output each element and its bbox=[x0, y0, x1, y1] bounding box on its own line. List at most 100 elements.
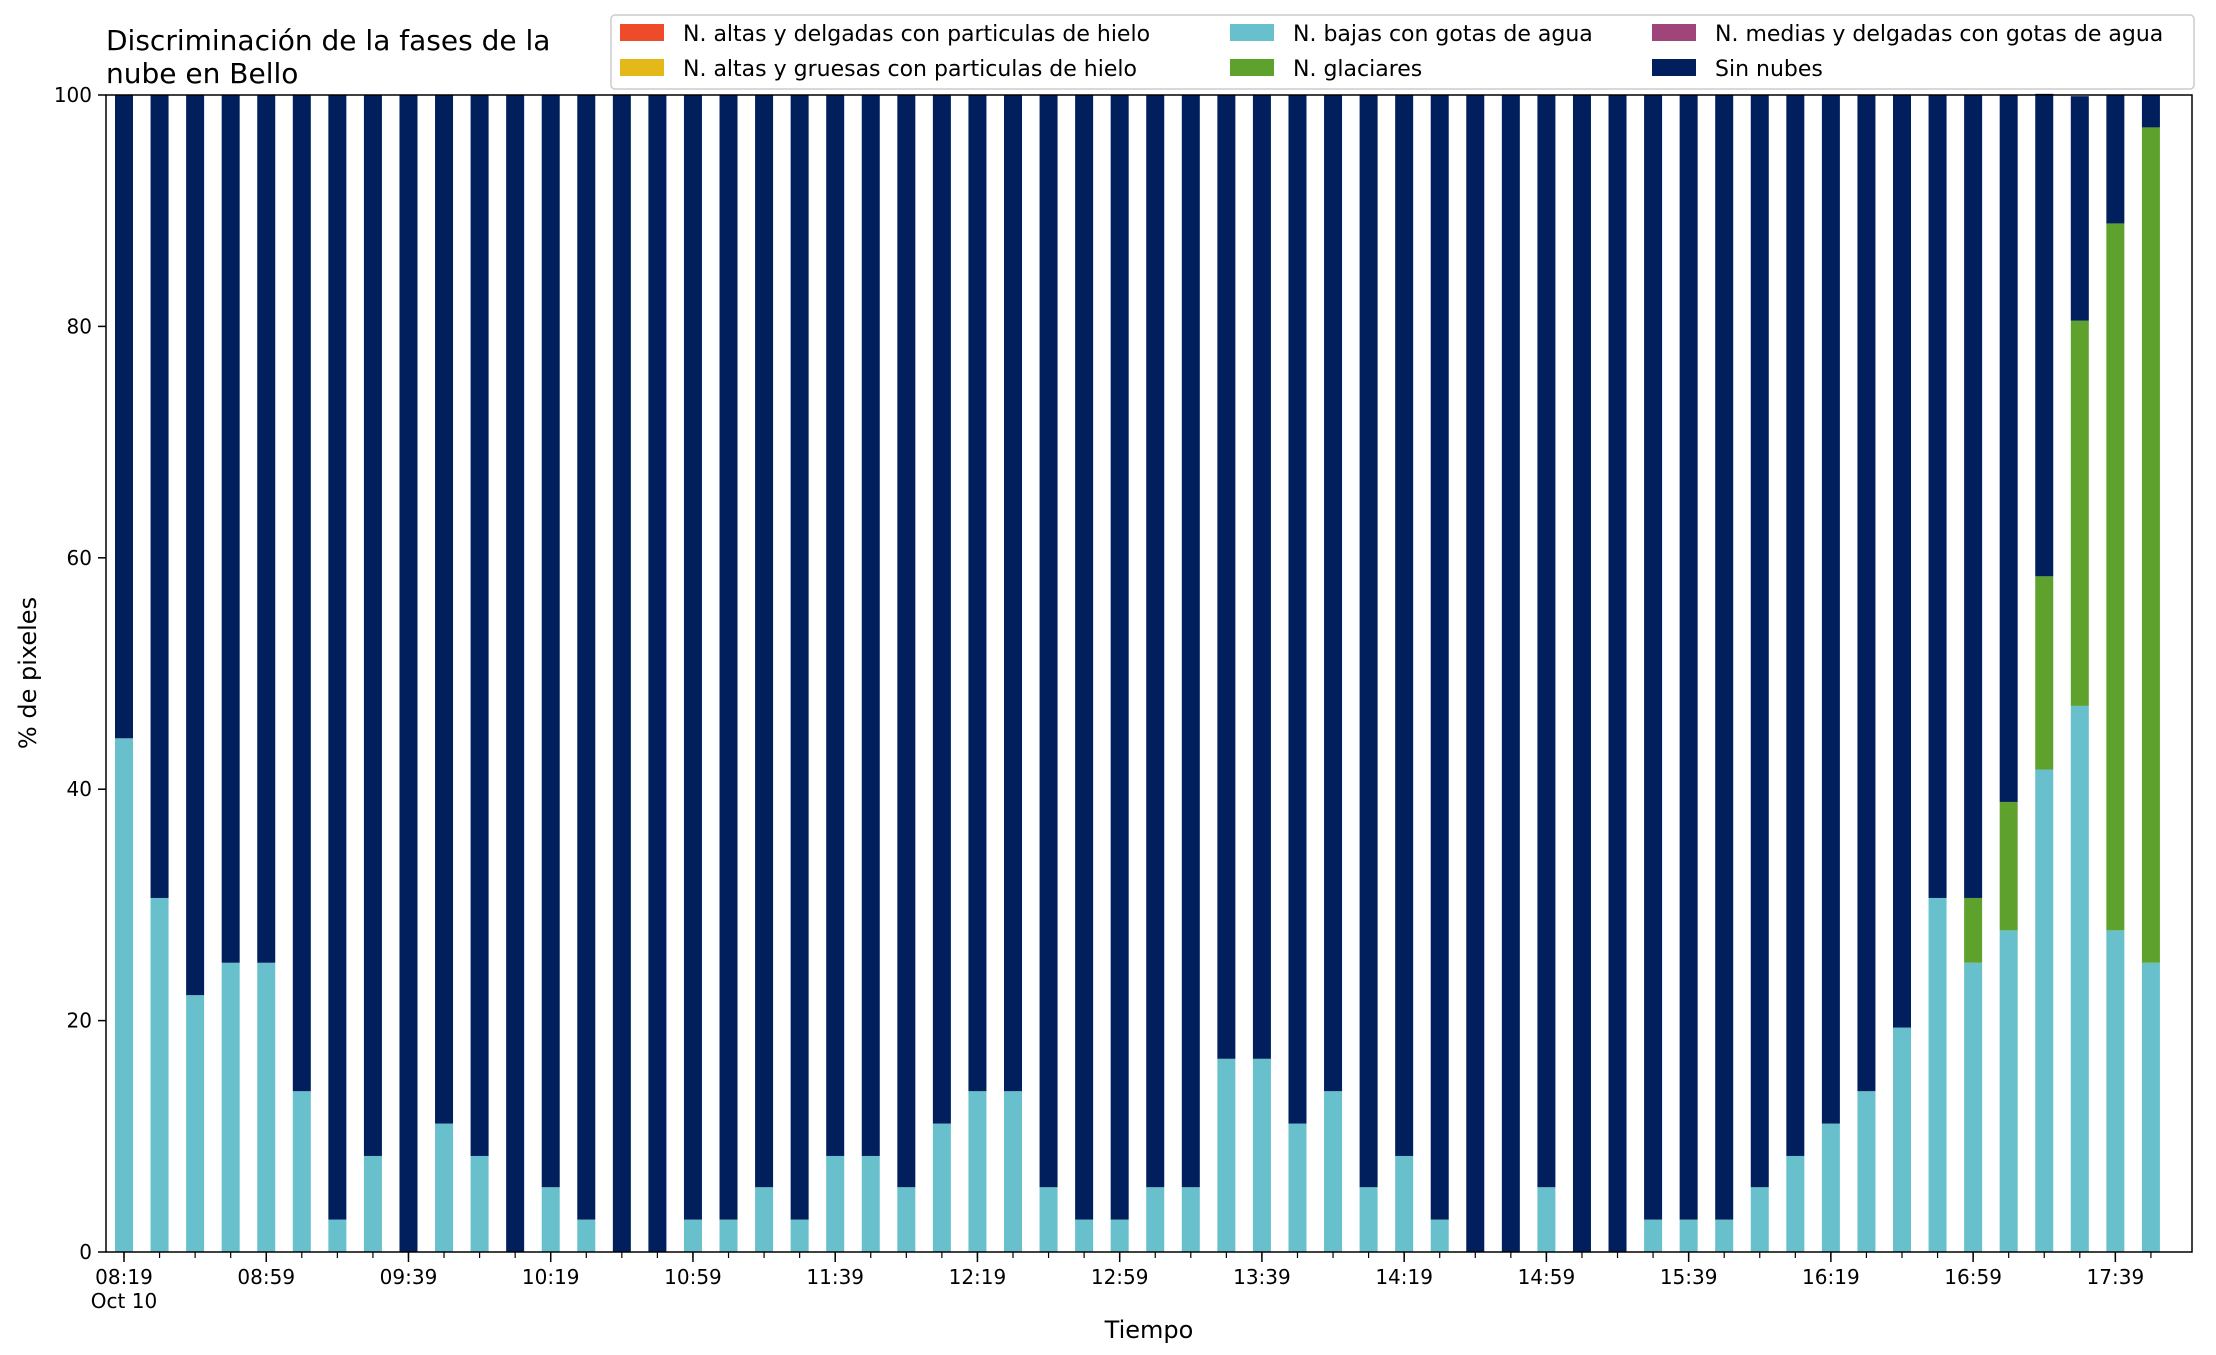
x-tick-label-7: 12:59 bbox=[1091, 1265, 1149, 1289]
bar-segment-s2-i5 bbox=[292, 1091, 311, 1252]
bar-segment-s5-i15 bbox=[648, 95, 667, 1252]
bar-segment-s5-i0 bbox=[115, 95, 133, 739]
bar-segment-s2-i54 bbox=[2035, 769, 2054, 1252]
legend: N. altas y delgadas con particulas de hi… bbox=[610, 14, 2195, 90]
bar-segment-s2-i2 bbox=[186, 995, 205, 1252]
bar-segment-s5-i43 bbox=[1644, 95, 1663, 1220]
bar-segment-s2-i10 bbox=[470, 1155, 489, 1252]
bar-segment-s2-i44 bbox=[1679, 1219, 1698, 1252]
bar-segment-s5-i32 bbox=[1252, 95, 1271, 1059]
bar-segment-s5-i28 bbox=[1110, 95, 1129, 1220]
legend-swatch-4 bbox=[1652, 24, 1696, 41]
x-tick-label-6: 12:19 bbox=[949, 1265, 1007, 1289]
bar-segment-s5-i16 bbox=[683, 95, 702, 1220]
bar-segment-s5-i42 bbox=[1608, 95, 1627, 1252]
bar-segment-s2-i30 bbox=[1181, 1187, 1200, 1252]
x-tick-label-4: 10:59 bbox=[664, 1265, 722, 1289]
bar-segment-s5-i23 bbox=[932, 95, 951, 1124]
x-tick-label-14: 17:39 bbox=[2087, 1265, 2145, 1289]
bar-segment-s2-i50 bbox=[1893, 1027, 1911, 1252]
bar-segment-s5-i39 bbox=[1501, 95, 1520, 1252]
bar-segment-s5-i22 bbox=[897, 95, 916, 1188]
bar-segment-s2-i34 bbox=[1324, 1091, 1343, 1252]
legend-box bbox=[610, 14, 2195, 90]
bar-segment-s5-i54 bbox=[2035, 93, 2054, 577]
bar-segment-s5-i37 bbox=[1430, 95, 1449, 1220]
bar-segment-s5-i44 bbox=[1679, 95, 1698, 1220]
bar-segment-s2-i29 bbox=[1146, 1187, 1165, 1252]
bar-segment-s5-i9 bbox=[435, 95, 454, 1124]
x-tick-label-9: 14:19 bbox=[1375, 1265, 1433, 1289]
bar-segment-s2-i23 bbox=[932, 1123, 951, 1252]
bar-segment-s2-i25 bbox=[1004, 1091, 1022, 1252]
bar-segment-s5-i53 bbox=[1999, 95, 2018, 802]
y-axis-ticks: 0 20 40 60 80 100 bbox=[54, 83, 106, 1264]
bar-segment-s2-i0 bbox=[115, 738, 133, 1252]
bar-segment-s5-i19 bbox=[790, 95, 809, 1220]
bar-segment-s5-i55 bbox=[2070, 96, 2089, 321]
x-axis-label: Tiempo bbox=[1104, 1316, 1194, 1344]
bar-segment-s2-i7 bbox=[363, 1155, 382, 1252]
y-tick-label-4: 80 bbox=[67, 314, 92, 338]
legend-label-1: N. altas y gruesas con particulas de hie… bbox=[683, 57, 1137, 82]
bar-segment-s5-i8 bbox=[399, 95, 418, 1252]
bar-segment-s2-i57 bbox=[2141, 962, 2160, 1252]
bar-segment-s5-i27 bbox=[1075, 95, 1094, 1220]
x-tick-label-11: 15:39 bbox=[1660, 1265, 1718, 1289]
bar-segment-s2-i36 bbox=[1395, 1155, 1414, 1252]
bar-segment-s2-i3 bbox=[221, 962, 240, 1252]
bar-segment-s5-i38 bbox=[1466, 95, 1485, 1252]
bar-segment-s5-i25 bbox=[1004, 95, 1022, 1092]
bar-segment-s5-i5 bbox=[292, 95, 311, 1092]
bar-segment-s3-i55 bbox=[2070, 320, 2089, 706]
bar-segment-s2-i4 bbox=[257, 962, 276, 1252]
chart-title-line-2: nube en Bello bbox=[106, 57, 298, 90]
bar-segment-s2-i45 bbox=[1715, 1219, 1734, 1252]
bar-segment-s5-i24 bbox=[968, 95, 987, 1092]
bar-segment-s5-i34 bbox=[1324, 95, 1343, 1092]
bar-segment-s2-i40 bbox=[1537, 1187, 1556, 1252]
y-axis-label: % de pixeles bbox=[14, 597, 42, 749]
chart-title-line-1: Discriminación de la fases de la bbox=[106, 24, 550, 57]
legend-label-0: N. altas y delgadas con particulas de hi… bbox=[683, 22, 1150, 47]
bar-segment-s5-i56 bbox=[2106, 95, 2125, 224]
y-tick-label-2: 40 bbox=[67, 777, 92, 801]
legend-swatch-1 bbox=[620, 59, 664, 76]
legend-label-3: N. glaciares bbox=[1293, 57, 1422, 82]
bar-segment-s5-i21 bbox=[861, 95, 880, 1156]
bar-segment-s2-i27 bbox=[1075, 1219, 1094, 1252]
bar-segment-s5-i12 bbox=[541, 95, 560, 1188]
bar-segment-s5-i46 bbox=[1750, 95, 1769, 1188]
bar-segment-s5-i40 bbox=[1537, 95, 1556, 1188]
bar-segment-s5-i51 bbox=[1928, 95, 1947, 898]
legend-swatch-2 bbox=[1230, 24, 1274, 41]
plot-frame bbox=[105, 94, 2193, 1253]
bar-segment-s2-i18 bbox=[755, 1187, 774, 1252]
bar-segment-s2-i21 bbox=[861, 1155, 880, 1252]
bar-segment-s3-i52 bbox=[1964, 897, 1983, 963]
bar-segment-s2-i22 bbox=[897, 1187, 916, 1252]
bar-segment-s2-i26 bbox=[1039, 1187, 1058, 1252]
legend-label-5: Sin nubes bbox=[1715, 57, 1823, 82]
bar-segment-s2-i56 bbox=[2106, 930, 2125, 1252]
legend-swatch-0 bbox=[620, 24, 664, 41]
bar-segment-s5-i7 bbox=[363, 95, 382, 1156]
bar-segment-s5-i52 bbox=[1964, 95, 1983, 898]
bar-segment-s5-i6 bbox=[328, 95, 347, 1220]
bar-segment-s2-i24 bbox=[968, 1091, 987, 1252]
bar-segment-s5-i48 bbox=[1821, 95, 1840, 1124]
x-tick-label-3: 10:19 bbox=[522, 1265, 580, 1289]
bar-segment-s2-i48 bbox=[1821, 1123, 1840, 1252]
bar-segment-s2-i47 bbox=[1786, 1155, 1805, 1252]
x-tick-label-10: 14:59 bbox=[1518, 1265, 1576, 1289]
y-tick-label-0: 0 bbox=[79, 1240, 92, 1264]
bar-segment-s5-i49 bbox=[1857, 95, 1876, 1092]
bar-segment-s5-i1 bbox=[150, 95, 169, 898]
bar-segment-s5-i41 bbox=[1572, 95, 1591, 1252]
bar-segment-s3-i56 bbox=[2106, 223, 2125, 931]
bar-segment-s5-i29 bbox=[1146, 95, 1165, 1188]
bar-segment-s2-i35 bbox=[1359, 1187, 1378, 1252]
bar-segment-s5-i57 bbox=[2141, 95, 2160, 128]
